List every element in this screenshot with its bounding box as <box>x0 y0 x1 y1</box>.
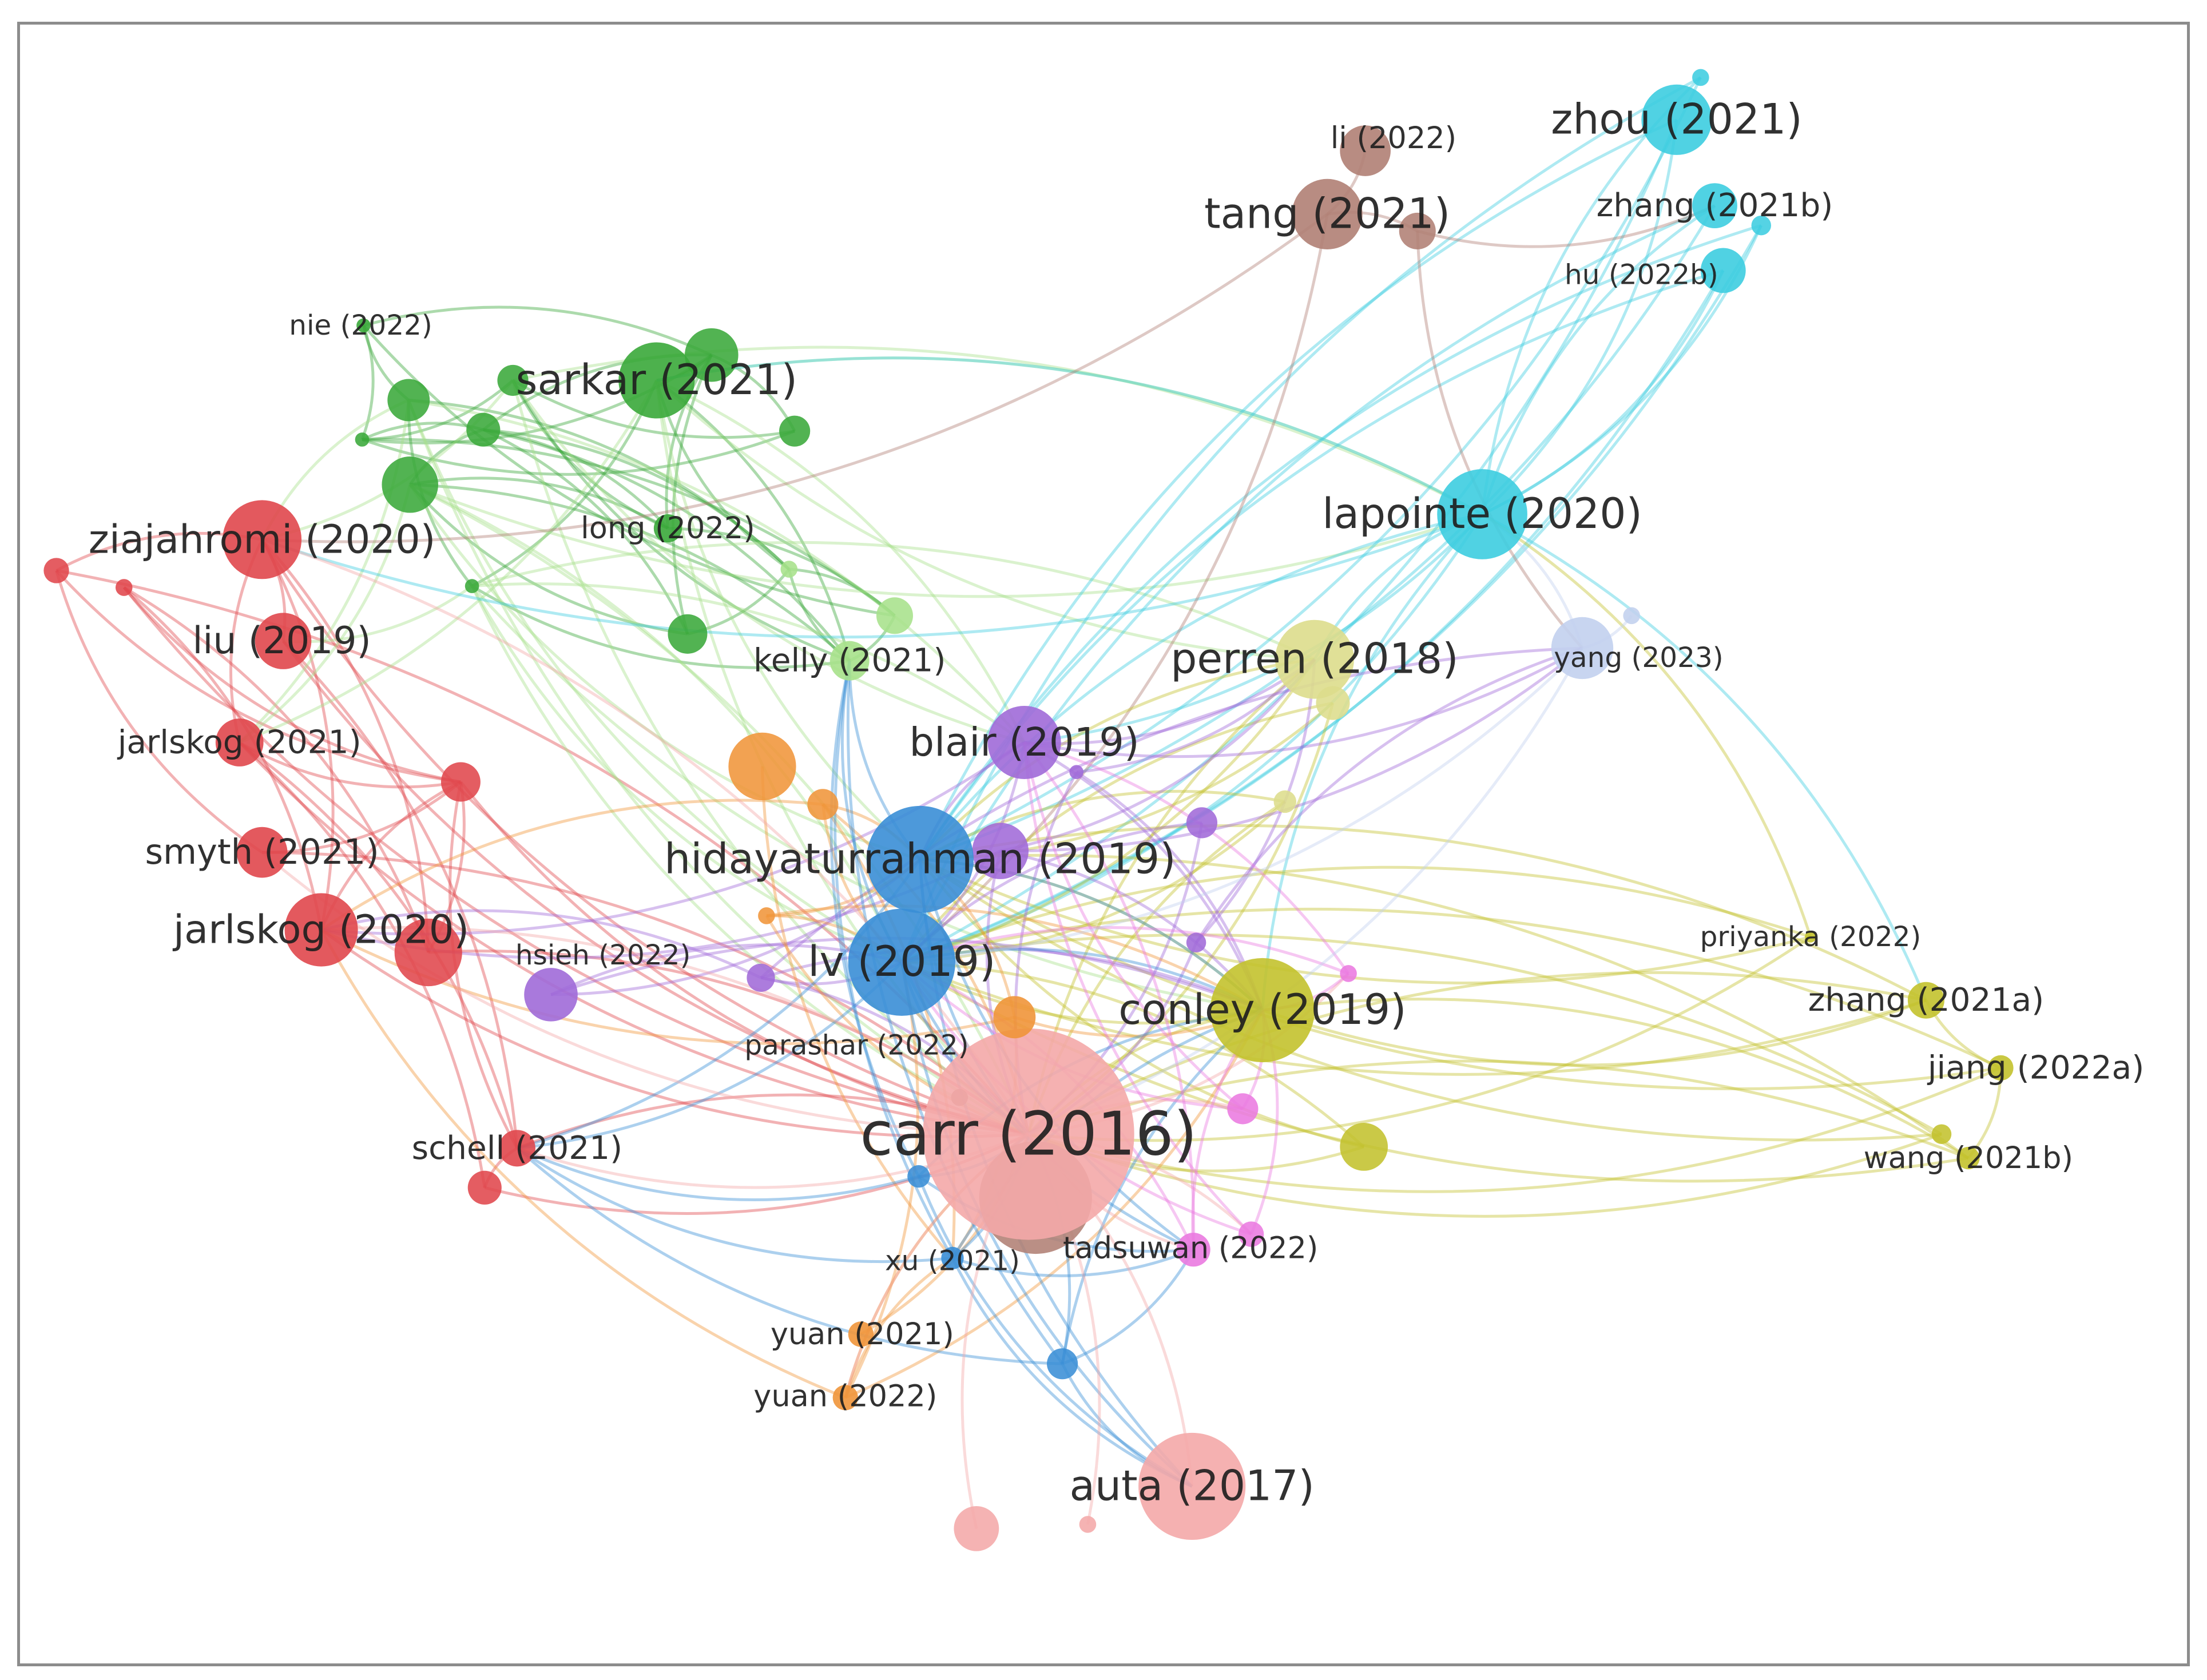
node-label-auta2017: auta (2017) <box>1069 1462 1314 1510</box>
unlabeled-node[interactable] <box>1274 791 1296 813</box>
node-label-sarkar2021: sarkar (2021) <box>516 356 797 404</box>
unlabeled-node[interactable] <box>1692 69 1709 86</box>
unlabeled-node[interactable] <box>465 579 479 593</box>
unlabeled-node[interactable] <box>781 561 798 578</box>
node-label-li2022: li (2022) <box>1331 121 1456 156</box>
node-label-zhou2021: zhou (2021) <box>1551 96 1803 144</box>
unlabeled-node[interactable] <box>116 579 133 596</box>
unlabeled-node[interactable] <box>355 432 370 447</box>
node-label-hsieh2022: hsieh (2022) <box>515 939 691 971</box>
node-label-lapointe2020: lapointe (2020) <box>1322 490 1642 538</box>
unlabeled-node[interactable] <box>466 413 500 447</box>
node-label-kelly2021: kelly (2021) <box>753 642 946 680</box>
node-label-yang2023: yang (2023) <box>1554 642 1723 674</box>
citation-link <box>1482 514 1811 937</box>
unlabeled-node[interactable] <box>1340 1123 1388 1171</box>
labels-layer: carr (2016) auta (2017) hidayaturrahman (2… <box>89 96 2144 1510</box>
nodes-layer <box>43 69 2013 1551</box>
node-label-nie2022: nie (2022) <box>289 309 432 341</box>
node-label-lv2019: lv (2019) <box>808 938 995 986</box>
unlabeled-node[interactable] <box>387 379 430 422</box>
node-label-yuan2021: yuan (2021) <box>771 1317 954 1352</box>
node-label-tadsuwan2022: tadsuwan (2022) <box>1063 1231 1318 1266</box>
node-label-ziajahromi2020: ziajahromi (2020) <box>89 517 436 562</box>
unlabeled-node[interactable] <box>747 964 775 992</box>
node-label-smyth2021: smyth (2021) <box>145 832 379 872</box>
node-label-conley2019: conley (2019) <box>1118 986 1406 1034</box>
node-label-xu2021: xu (2021) <box>885 1245 1020 1277</box>
unlabeled-node[interactable] <box>382 456 438 513</box>
unlabeled-node[interactable] <box>441 762 481 801</box>
unlabeled-node[interactable] <box>779 416 810 447</box>
unlabeled-node[interactable] <box>807 789 838 820</box>
node-label-yuan2022: yuan (2022) <box>753 1379 937 1413</box>
unlabeled-node[interactable] <box>1623 607 1640 625</box>
node-label-zhang2021b: zhang (2021b) <box>1597 187 1833 224</box>
node-label-jiang2022a: jiang (2022a) <box>1927 1049 2144 1086</box>
node-label-parashar2022: parashar (2022) <box>744 1030 968 1062</box>
unlabeled-node[interactable] <box>876 597 913 634</box>
node-label-hidayaturrahman2019: hidayaturrahman (2019) <box>664 835 1176 883</box>
unlabeled-node[interactable] <box>668 614 707 654</box>
node-label-blair2019: blair (2019) <box>910 720 1140 765</box>
citation-link <box>1418 231 1582 648</box>
node-label-carr2016: carr (2016) <box>860 1099 1197 1169</box>
unlabeled-node[interactable] <box>1069 765 1083 779</box>
node-parashar2022[interactable] <box>993 996 1035 1038</box>
node-label-perren2018: perren (2018) <box>1170 636 1458 684</box>
node-label-liu2019: liu (2019) <box>192 619 371 662</box>
node-label-wang2021b: wang (2021b) <box>1864 1141 2073 1175</box>
node-label-schell2021: schell (2021) <box>412 1130 623 1167</box>
unlabeled-node[interactable] <box>758 907 775 924</box>
node-label-jarlskog2020: jarlskog (2020) <box>172 907 469 953</box>
node-label-tang2021: tang (2021) <box>1204 190 1450 238</box>
edges-layer <box>57 77 2001 1528</box>
node-label-priyanka2022: priyanka (2022) <box>1700 921 1922 953</box>
unlabeled-node[interactable] <box>728 733 796 800</box>
unlabeled-node[interactable] <box>1079 1516 1097 1533</box>
unlabeled-node[interactable] <box>1340 965 1357 982</box>
node-label-long2022: long (2022) <box>581 511 755 546</box>
unlabeled-node[interactable] <box>43 558 69 583</box>
node-hsieh2022[interactable] <box>524 968 578 1022</box>
unlabeled-node[interactable] <box>1047 1348 1078 1379</box>
citation-link <box>1196 660 1315 943</box>
node-label-hu2022b: hu (2022b) <box>1565 259 1718 291</box>
unlabeled-node[interactable] <box>1186 933 1206 952</box>
unlabeled-node[interactable] <box>1186 807 1217 838</box>
unlabeled-node[interactable] <box>1227 1093 1258 1124</box>
unlabeled-node[interactable] <box>954 1506 999 1551</box>
unlabeled-node[interactable] <box>468 1171 502 1205</box>
node-label-jarlskog2021: jarlskog (2021) <box>117 724 362 761</box>
node-label-zhang2021a: zhang (2021a) <box>1808 982 2045 1019</box>
